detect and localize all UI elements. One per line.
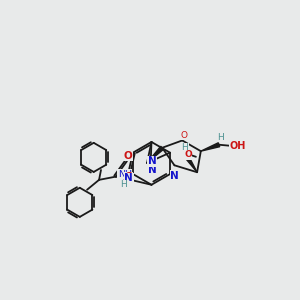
Text: O: O — [124, 172, 133, 182]
Text: N: N — [124, 173, 133, 183]
Text: H: H — [120, 181, 127, 190]
Text: N: N — [148, 156, 157, 167]
Polygon shape — [201, 143, 220, 151]
Text: H: H — [217, 133, 224, 142]
Polygon shape — [147, 146, 164, 163]
Text: H: H — [182, 143, 188, 152]
Text: O: O — [184, 150, 192, 159]
Polygon shape — [185, 155, 197, 172]
Text: NH: NH — [118, 169, 132, 178]
Text: OH: OH — [229, 141, 245, 151]
Text: N: N — [148, 165, 156, 175]
Text: O: O — [124, 151, 132, 161]
Text: O: O — [181, 130, 188, 140]
Text: N: N — [170, 171, 179, 181]
